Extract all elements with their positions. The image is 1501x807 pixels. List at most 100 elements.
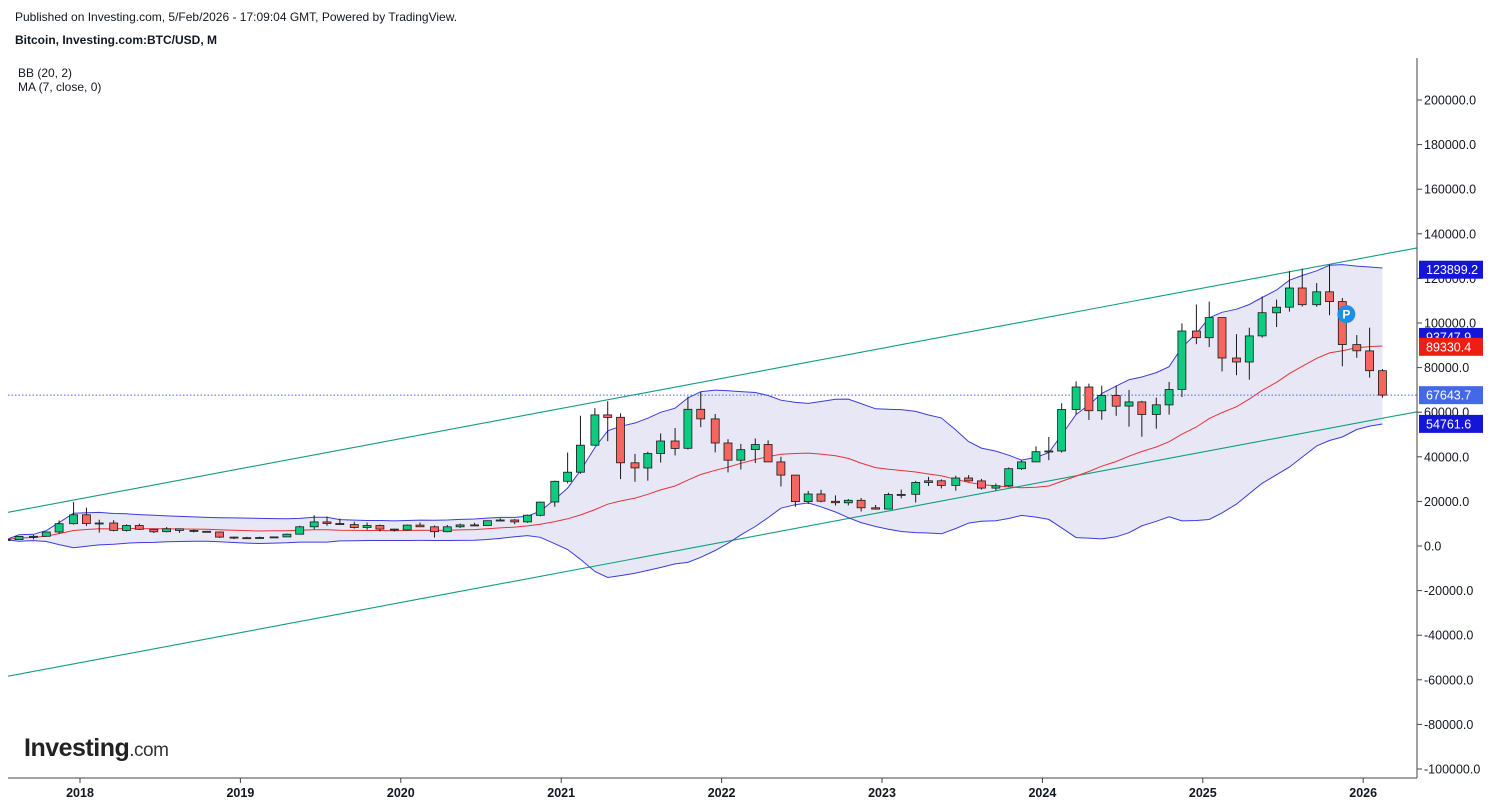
- candle: [242, 536, 252, 540]
- candle-body: [69, 514, 78, 525]
- candle: [134, 523, 144, 530]
- candle: [510, 519, 520, 525]
- candle-body: [1352, 344, 1362, 352]
- candle-body: [215, 531, 224, 538]
- candle: [1312, 283, 1322, 307]
- price-label-text: 123899.2: [1426, 263, 1478, 277]
- candle-body: [776, 461, 786, 476]
- candle: [1257, 296, 1267, 338]
- candle-body: [82, 514, 91, 524]
- candle: [1378, 369, 1387, 398]
- candle-body: [843, 499, 853, 504]
- candle: [1044, 436, 1054, 461]
- candle: [1151, 397, 1161, 429]
- candle: [29, 534, 38, 540]
- y-tick-label: -20000.0: [1424, 584, 1473, 598]
- y-tick-label: 160000.0: [1424, 183, 1476, 197]
- candle: [375, 524, 385, 532]
- candle-body: [683, 408, 693, 449]
- candle: [1177, 323, 1187, 398]
- candle: [1097, 385, 1107, 420]
- candle-body: [510, 519, 520, 523]
- x-tick-label: 2025: [1189, 786, 1217, 800]
- candle: [843, 498, 853, 506]
- price-label-text: 89330.4: [1426, 340, 1471, 354]
- candle: [1244, 327, 1254, 380]
- candle-body: [202, 530, 212, 533]
- candle-body: [1057, 409, 1066, 452]
- candle-body: [603, 414, 613, 418]
- candle-body: [122, 525, 131, 531]
- candle-body: [856, 499, 866, 509]
- candle-body: [750, 444, 760, 450]
- candle-body: [1204, 317, 1214, 339]
- candle: [69, 502, 78, 525]
- indicator-bb-label[interactable]: BB (20, 2): [18, 66, 73, 80]
- candle: [630, 453, 640, 482]
- candle: [1352, 335, 1362, 358]
- candle: [563, 452, 572, 484]
- x-tick-label: 2023: [868, 786, 896, 800]
- candle-body: [710, 418, 720, 444]
- indicator-ma-label[interactable]: MA (7, close, 0): [18, 80, 102, 94]
- candle-body: [871, 507, 880, 510]
- candle-body: [455, 524, 465, 528]
- trend-lines: [8, 247, 1417, 677]
- price-label-text: 54761.6: [1426, 417, 1471, 431]
- candle: [750, 438, 760, 464]
- candle: [951, 475, 961, 491]
- x-tick-label: 2018: [66, 786, 94, 800]
- candle: [349, 521, 359, 529]
- trend-line-0: [8, 247, 1417, 513]
- candle: [696, 392, 706, 428]
- candle: [911, 480, 921, 503]
- candle-body: [430, 526, 439, 533]
- logo-suffix: .com: [129, 740, 169, 761]
- candle-body: [375, 525, 385, 530]
- x-tick-label: 2020: [387, 786, 415, 800]
- candle-body: [255, 537, 265, 539]
- candle: [1192, 304, 1201, 345]
- candle: [255, 536, 265, 539]
- candle: [122, 524, 131, 532]
- candle-body: [362, 525, 372, 528]
- candle-body: [335, 523, 345, 526]
- candle-body: [911, 481, 921, 495]
- candle-body: [54, 523, 64, 533]
- candle: [964, 475, 973, 482]
- candle: [54, 520, 64, 534]
- candle-body: [402, 524, 412, 531]
- y-tick-label: 180000.0: [1424, 138, 1476, 152]
- candle-body: [282, 533, 292, 538]
- candle-body: [242, 537, 252, 540]
- candle: [94, 519, 104, 533]
- price-label: 89330.4: [1419, 337, 1483, 356]
- candle: [215, 531, 224, 538]
- candle-body: [1232, 357, 1241, 363]
- price-label: 67643.7: [1419, 386, 1483, 405]
- y-tick-label: -100000.0: [1424, 763, 1480, 777]
- y-tick-label: -40000.0: [1424, 629, 1473, 643]
- y-tick-label: 140000.0: [1424, 227, 1476, 241]
- candle: [295, 525, 305, 535]
- candle: [896, 489, 906, 499]
- candle-body: [14, 536, 24, 541]
- candle: [495, 518, 505, 522]
- candle: [831, 495, 840, 506]
- candle-body: [41, 531, 51, 537]
- candle-body: [1177, 330, 1187, 390]
- candle-body: [1151, 404, 1161, 415]
- candle: [590, 408, 600, 446]
- candle: [616, 413, 625, 480]
- candle: [229, 536, 239, 540]
- candle: [402, 524, 412, 531]
- candle: [803, 490, 813, 505]
- price-label-box: [1419, 337, 1483, 356]
- candle: [1017, 460, 1026, 470]
- candle-body: [670, 440, 680, 449]
- candle: [1111, 385, 1121, 416]
- y-tick-label: 80000.0: [1424, 361, 1469, 375]
- candle-body: [295, 526, 305, 535]
- candle-body: [482, 520, 492, 527]
